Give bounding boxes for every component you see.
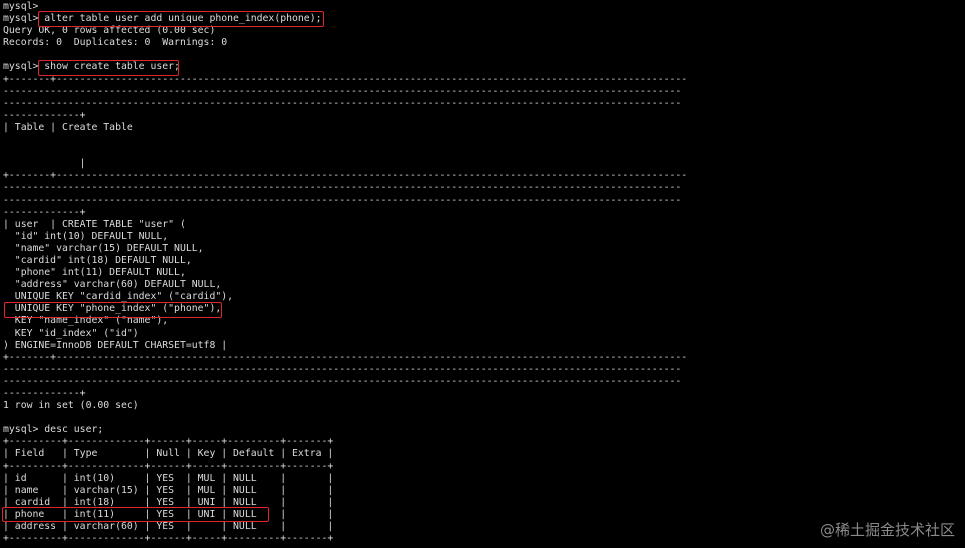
terminal-line: -------------+	[3, 109, 86, 121]
terminal-line: mysql> show create table user;	[3, 61, 180, 73]
highlight-unique-phone-index	[4, 302, 222, 318]
highlight-show-create-command	[38, 60, 179, 76]
terminal-line	[3, 146, 687, 158]
terminal-line: mysql> desc user;	[3, 424, 104, 436]
terminal-line: ----------------------------------------…	[3, 97, 682, 109]
terminal-line: "name" varchar(15) DEFAULT NULL,	[3, 242, 204, 254]
terminal-line: | Table | Create Table	[3, 121, 133, 133]
highlight-alter-command	[38, 11, 324, 27]
terminal-line	[3, 134, 687, 146]
terminal-line: -------------+	[3, 206, 86, 218]
terminal-line: "phone" int(11) DEFAULT NULL,	[3, 267, 186, 279]
terminal-line: +-------+-------------------------------…	[3, 73, 688, 85]
highlight-phone-row	[2, 507, 269, 522]
terminal-line: ----------------------------------------…	[3, 363, 682, 375]
terminal-line: | Field | Type | Null | Key | Default | …	[3, 448, 334, 460]
terminal-line: +---------+-------------+------+-----+--…	[3, 460, 334, 472]
terminal-line: "address" varchar(60) DEFAULT NULL,	[3, 279, 222, 291]
terminal-line: "cardid" int(18) DEFAULT NULL,	[3, 254, 192, 266]
terminal-line: | address | varchar(60) | YES | | NULL |…	[3, 521, 334, 533]
terminal-line: UNIQUE KEY "cardid_index" ("cardid"),	[3, 291, 234, 303]
terminal-line: | name | varchar(15) | YES | MUL | NULL …	[3, 484, 334, 496]
terminal-line: | user | CREATE TABLE "user" (	[3, 218, 186, 230]
terminal-line: ----------------------------------------…	[3, 194, 682, 206]
terminal-line: | phone | int(11) | YES | UNI | NULL | |	[3, 508, 334, 520]
terminal-line: mysql> alter table user add unique phone…	[3, 13, 322, 25]
terminal-line: ----------------------------------------…	[3, 375, 682, 387]
terminal-line: UNIQUE KEY "phone_index" ("phone"),	[3, 303, 222, 315]
terminal-line	[3, 412, 687, 424]
terminal-output[interactable]: mysql> mysql> alter table user add unique…	[3, 1, 687, 545]
terminal-line: mysql>	[3, 1, 39, 12]
terminal-line: ----------------------------------------…	[3, 85, 682, 97]
terminal-line: Query OK, 0 rows affected (0.00 sec)	[3, 25, 216, 37]
terminal-line: Records: 0 Duplicates: 0 Warnings: 0	[3, 37, 228, 49]
terminal-line: | id | int(10) | YES | MUL | NULL | |	[3, 472, 334, 484]
terminal-line: +-------+-------------------------------…	[3, 351, 688, 363]
terminal-line: -------------+	[3, 388, 86, 399]
terminal-line: +---------+-------------+------+-----+--…	[3, 533, 334, 545]
terminal-line: "id" int(10) DEFAULT NULL,	[3, 230, 169, 242]
terminal-line: +---------+-------------+------+-----+--…	[3, 436, 334, 448]
terminal-line: ) ENGINE=InnoDB DEFAULT CHARSET=utf8 |	[3, 339, 228, 351]
terminal-line: +-------+-------------------------------…	[3, 170, 688, 182]
terminal-line: KEY "name_index" ("name"),	[3, 315, 169, 327]
terminal-line: |	[3, 158, 86, 170]
terminal-line: KEY "id_index" ("id")	[3, 327, 139, 339]
watermark: @稀土掘金技术社区	[819, 521, 955, 539]
terminal-line: ----------------------------------------…	[3, 182, 682, 194]
terminal-line: | cardid | int(18) | YES | UNI | NULL | …	[3, 496, 334, 508]
terminal-line: 1 row in set (0.00 sec)	[3, 400, 139, 412]
